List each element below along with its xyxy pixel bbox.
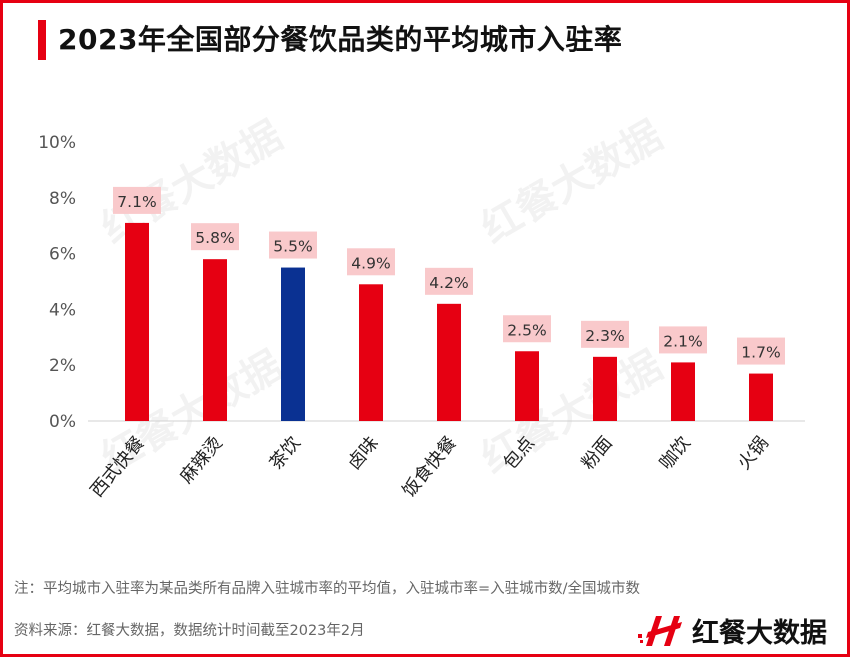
- y-tick-label: 4%: [49, 300, 76, 320]
- y-tick-label: 6%: [49, 245, 76, 265]
- bar: [281, 267, 305, 421]
- logo: 红餐大数据: [636, 610, 827, 650]
- data-label: 4.9%: [351, 254, 390, 272]
- data-label: 4.2%: [429, 274, 468, 292]
- x-tick-label: 卤味: [344, 433, 383, 474]
- data-label: 2.5%: [507, 321, 546, 339]
- bar: [437, 303, 461, 421]
- data-label-bg: [269, 231, 317, 259]
- data-label-bg: [737, 337, 785, 365]
- x-tick-label: 火锅: [734, 433, 773, 474]
- y-tick-label: 8%: [49, 189, 76, 209]
- data-label: 2.1%: [663, 332, 702, 350]
- data-label-bg: [581, 320, 629, 348]
- data-label: 5.8%: [195, 229, 234, 247]
- bar: [671, 362, 695, 421]
- y-tick-label: 0%: [49, 412, 76, 432]
- source-note: 资料来源：红餐大数据，数据统计时间截至2023年2月: [14, 623, 365, 639]
- data-label-bg: [659, 326, 707, 354]
- bar: [359, 284, 383, 421]
- x-tick-label: 包点: [500, 433, 539, 474]
- data-label-bg: [113, 186, 161, 214]
- x-tick-label: 西式快餐: [86, 433, 148, 502]
- bar: [749, 373, 773, 421]
- logo-icon: [638, 616, 682, 646]
- bar: [515, 351, 539, 421]
- x-tick-label: 饭食快餐: [398, 433, 460, 502]
- title-accent: [38, 20, 46, 60]
- data-label: 5.5%: [273, 238, 312, 256]
- bar: [203, 259, 227, 421]
- data-label: 2.3%: [585, 327, 624, 345]
- bar: [593, 356, 617, 421]
- logo-text: 红餐大数据: [692, 617, 827, 649]
- x-tick-label: 咖饮: [656, 433, 695, 474]
- data-label: 1.7%: [741, 344, 780, 362]
- x-tick-label: 麻辣烫: [176, 433, 227, 488]
- data-label: 7.1%: [117, 193, 156, 211]
- x-tick-label: 茶饮: [266, 433, 305, 474]
- footnote: 注：平均城市入驻率为某品类所有品牌入驻城市率的平均值，入驻城市率=入驻城市数/全…: [14, 581, 641, 597]
- bar: [125, 222, 149, 421]
- data-label-bg: [503, 315, 551, 343]
- data-label-bg: [191, 223, 239, 251]
- y-tick-label: 10%: [38, 133, 76, 153]
- chart-title: 2023年全国部分餐饮品类的平均城市入驻率: [58, 23, 623, 56]
- data-label-bg: [425, 267, 473, 295]
- x-tick-label: 粉面: [578, 433, 617, 474]
- data-label-bg: [347, 248, 395, 276]
- y-tick-label: 2%: [49, 356, 76, 376]
